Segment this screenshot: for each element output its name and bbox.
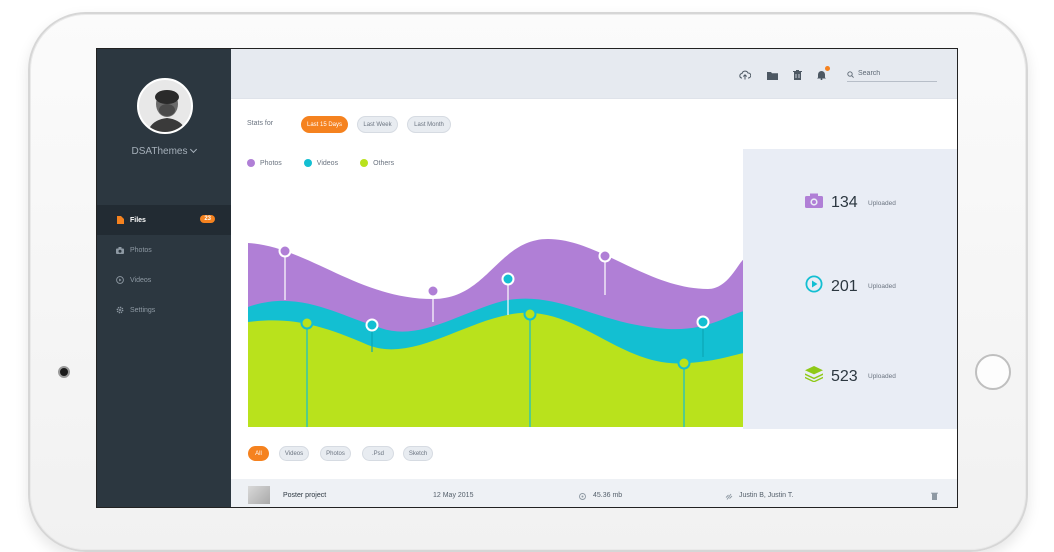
user-name-dropdown[interactable]: DSAThemes [97,145,231,157]
sidebar-nav: Files 23 Photos Videos Settings [97,205,231,325]
file-filter-bar: All Videos Photos .Psd Sketch [231,429,957,479]
sidebar-item-settings[interactable]: Settings [97,295,231,325]
sidebar-item-photos[interactable]: Photos [97,235,231,265]
chart-legend: Photos Videos Others [247,159,416,167]
file-thumbnail [248,486,270,504]
uploads-chart: Photos Videos Others [231,149,744,429]
legend-dot [360,159,369,167]
front-camera [58,366,70,378]
stat-label: Uploaded [868,283,896,290]
filter-last-month[interactable]: Last Month [407,116,451,133]
gear-icon [116,306,124,314]
bell-icon[interactable] [815,66,830,81]
stats-for-label: Stats for [247,120,274,127]
legend-item-photos[interactable]: Photos [247,159,282,167]
stat-label: Uploaded [868,199,896,207]
legend-dot [303,159,312,167]
photos-marker [598,249,612,263]
sidebar: DSAThemes Files 23 Photos Videos [97,49,231,507]
play-circle-icon [805,275,823,298]
stat-photos: 134 Uploaded [805,193,896,213]
file-shared-with: Justin B, Justin T. [739,492,794,499]
sidebar-item-videos[interactable]: Videos [97,265,231,295]
videos-marker [501,272,515,286]
stat-label: Uploaded [868,373,896,380]
videos-marker [365,318,379,332]
stat-value: 134 [831,194,858,211]
avatar[interactable] [137,78,193,134]
screen: DSAThemes Files 23 Photos Videos [96,48,958,508]
stat-value: 201 [831,277,858,295]
chevron-down-icon [190,145,198,154]
notification-dot [825,66,830,71]
layers-icon [805,366,823,387]
size-icon [579,493,586,502]
stat-others: 523 Uploaded [805,366,896,387]
photos-marker [426,284,440,298]
sidebar-item-label: Files [130,216,146,224]
file-name: Poster project [283,492,327,499]
file-size: 45.36 mb [593,492,623,499]
filter-last-15-days[interactable]: Last 15 Days [301,116,348,133]
top-bar [231,49,957,99]
files-count-badge: 23 [200,215,215,223]
trash-icon[interactable] [931,492,938,502]
trash-icon[interactable] [791,69,803,81]
videos-marker [696,315,710,329]
photos-markers [278,244,612,322]
home-button[interactable] [975,354,1011,390]
camera-icon [805,193,823,213]
stat-value: 523 [831,367,858,385]
file-icon [116,216,124,224]
folder-icon[interactable] [766,69,778,81]
file-filter-psd[interactable]: .Psd [362,446,394,461]
file-filter-all[interactable]: All [248,446,269,461]
others-marker [677,356,691,370]
legend-dot [247,159,255,167]
others-marker [300,316,314,330]
search-input[interactable] [854,70,924,77]
main-content: Stats for Last 15 Days Last Week Last Mo… [231,49,957,507]
photos-marker [278,244,292,258]
videos-markers [365,272,710,357]
stacked-area-chart [248,239,744,427]
upload-stats-panel: 134 Uploaded 201 Uploaded 523 Uploaded [743,149,957,429]
legend-label: Videos [316,159,339,167]
file-date: 12 May 2015 [433,492,474,499]
filter-last-week[interactable]: Last Week [357,116,398,133]
table-row[interactable]: Poster project 12 May 2015 45.36 mb Just… [231,479,957,507]
play-icon [116,276,124,284]
others-marker [523,307,537,321]
search-icon [847,65,854,83]
legend-label: Others [373,159,395,167]
user-name: DSAThemes [131,146,188,157]
sidebar-item-label: Videos [130,276,152,284]
search-box[interactable] [847,66,937,82]
stat-videos: 201 Uploaded [805,275,896,298]
file-filter-sketch[interactable]: Sketch [403,446,433,461]
file-filter-photos[interactable]: Photos [320,446,351,461]
camera-icon [116,246,124,254]
legend-label: Photos [260,159,282,167]
link-icon [725,493,733,502]
sidebar-item-files[interactable]: Files 23 [97,205,231,235]
legend-item-others[interactable]: Others [360,159,394,167]
sidebar-item-label: Settings [130,306,156,314]
others-area [248,312,744,427]
legend-item-videos[interactable]: Videos [303,159,339,167]
others-markers [300,307,691,427]
sidebar-item-label: Photos [130,246,152,254]
file-filter-videos[interactable]: Videos [279,446,309,461]
upload-icon[interactable] [739,69,751,81]
stats-filter-bar: Stats for Last 15 Days Last Week Last Mo… [231,99,957,149]
